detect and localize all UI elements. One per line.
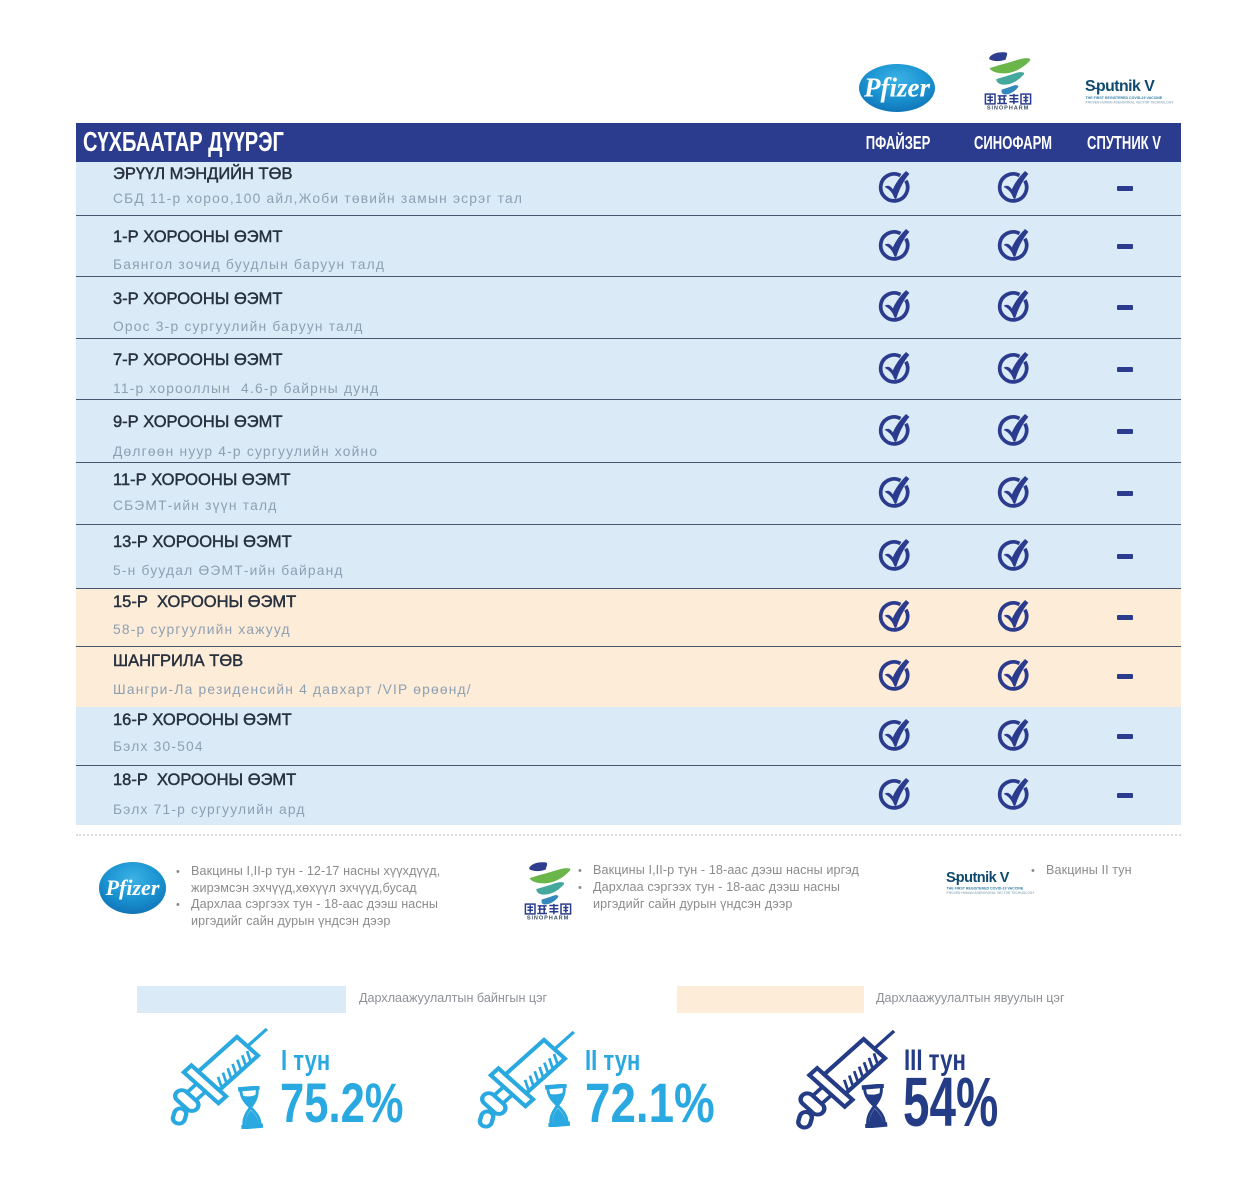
svg-text:SINOPHARM: SINOPHARM (987, 106, 1029, 112)
svg-text:S-putnik V: S-putnik V (1085, 78, 1155, 95)
svg-text:Pfizer: Pfizer (863, 73, 930, 103)
svg-text:PROVEN HUMAN ADENOVIRAL VECTOR: PROVEN HUMAN ADENOVIRAL VECTOR TECHNOLOG… (1086, 100, 1175, 104)
svg-text:PROVEN HUMAN ADENOVIRAL VECTOR: PROVEN HUMAN ADENOVIRAL VECTOR TECHNOLOG… (947, 891, 1036, 895)
svg-text:S-putnik V: S-putnik V (946, 870, 1010, 886)
svg-text:THE FIRST REGISTERED COVID-19: THE FIRST REGISTERED COVID-19 VACCINE (1086, 96, 1163, 100)
svg-text:SINOPHARM: SINOPHARM (527, 916, 569, 922)
svg-text:THE FIRST REGISTERED COVID-19: THE FIRST REGISTERED COVID-19 VACCINE (947, 887, 1024, 891)
svg-text:Pfizer: Pfizer (105, 875, 160, 900)
